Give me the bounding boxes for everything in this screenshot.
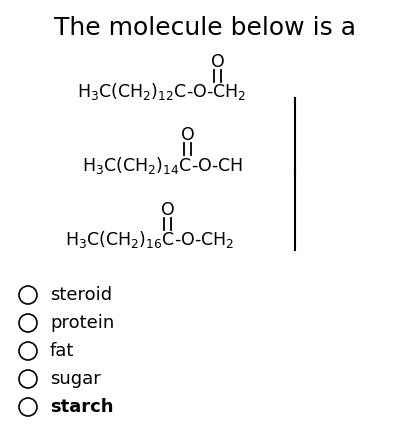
Text: steroid: steroid bbox=[50, 286, 112, 304]
Text: fat: fat bbox=[50, 342, 74, 360]
Text: protein: protein bbox=[50, 314, 114, 332]
Text: H$_3$C(CH$_2$)$_{14}$C-O-CH: H$_3$C(CH$_2$)$_{14}$C-O-CH bbox=[82, 155, 242, 176]
Text: H$_3$C(CH$_2$)$_{16}$C-O-CH$_2$: H$_3$C(CH$_2$)$_{16}$C-O-CH$_2$ bbox=[65, 229, 234, 250]
Text: sugar: sugar bbox=[50, 370, 101, 388]
Text: O: O bbox=[181, 126, 194, 144]
Text: The molecule below is a: The molecule below is a bbox=[54, 16, 355, 40]
Text: H$_3$C(CH$_2$)$_{12}$C-O-CH$_2$: H$_3$C(CH$_2$)$_{12}$C-O-CH$_2$ bbox=[77, 81, 245, 102]
Text: O: O bbox=[211, 53, 224, 71]
Text: starch: starch bbox=[50, 398, 113, 416]
Text: O: O bbox=[161, 201, 175, 219]
